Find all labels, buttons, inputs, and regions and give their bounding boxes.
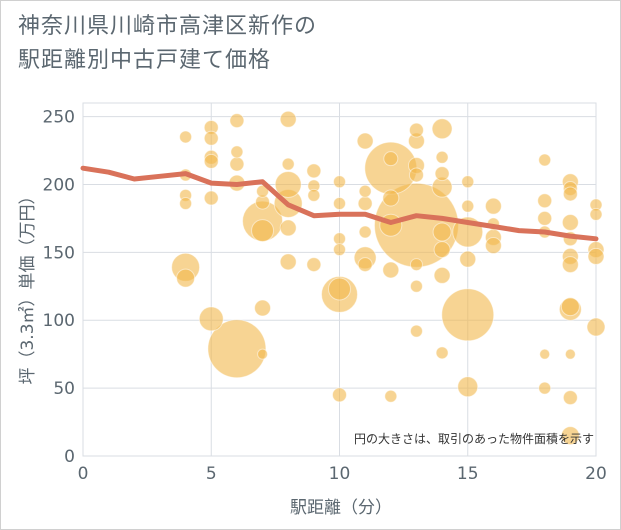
data-point: [409, 324, 423, 338]
data-point: [328, 277, 351, 301]
data-point: [459, 250, 477, 268]
data-point: [561, 213, 579, 231]
trend-line: [80, 165, 599, 242]
data-point: [333, 175, 346, 189]
y-tick-label: 250: [43, 108, 75, 128]
data-point: [409, 279, 423, 293]
data-point: [382, 189, 400, 207]
data-point: [176, 268, 196, 288]
x-tick-label: 20: [585, 464, 607, 484]
x-axis-title: 駅距離（分）: [290, 498, 392, 518]
data-point: [433, 241, 451, 259]
data-point: [306, 257, 322, 273]
title-line-1: 神奈川県川崎市高津区新作の: [18, 14, 318, 39]
y-tick-label: 100: [43, 311, 75, 331]
data-point: [281, 157, 295, 171]
data-point: [382, 261, 400, 279]
data-point: [461, 175, 475, 189]
data-point: [229, 156, 245, 172]
data-point: [179, 130, 193, 144]
data-point: [434, 166, 450, 182]
data-point: [435, 150, 449, 164]
data-point: [562, 390, 578, 406]
data-point: [586, 317, 606, 337]
data-point: [274, 170, 302, 198]
x-tick-label: 15: [457, 464, 479, 484]
data-point: [256, 184, 270, 198]
data-point: [203, 130, 219, 146]
data-point: [279, 253, 297, 271]
data-point: [560, 297, 580, 317]
data-point: [207, 319, 267, 379]
data-point: [307, 188, 321, 202]
data-point: [384, 389, 398, 403]
x-tick-label: 10: [329, 464, 351, 484]
x-axis-ticks: 0 5 10 15 20: [78, 464, 607, 484]
data-point: [432, 222, 452, 242]
data-point: [254, 299, 272, 317]
y-axis-title: 坪（3.3㎡）単価（万円）: [18, 187, 38, 384]
data-point: [230, 145, 244, 159]
data-point: [279, 110, 297, 128]
data-point: [587, 247, 605, 265]
data-point: [539, 348, 551, 360]
data-point: [589, 207, 603, 221]
data-point: [561, 256, 579, 274]
data-point: [537, 210, 553, 226]
data-point: [358, 184, 372, 198]
data-point: [306, 163, 322, 179]
x-tick-label: 5: [206, 464, 217, 484]
data-point: [358, 225, 372, 239]
data-point: [198, 306, 224, 332]
data-point: [332, 387, 347, 403]
data-point: [441, 288, 495, 342]
chart-title: 神奈川県川崎市高津区新作の 駅距離別中古戸建て価格: [18, 10, 317, 78]
data-point: [537, 193, 553, 209]
size-note: 円の大きさは、取引のあった物件面積を示す: [354, 431, 594, 446]
data-point: [408, 167, 424, 183]
data-point: [357, 257, 373, 273]
data-point: [356, 132, 374, 150]
data-point: [333, 232, 346, 246]
y-tick-label: 200: [43, 175, 75, 195]
data-point: [408, 122, 424, 138]
y-tick-label: 50: [53, 379, 75, 399]
data-point: [333, 243, 346, 257]
data-point: [560, 426, 580, 446]
data-point: [203, 153, 219, 169]
data-point: [433, 266, 451, 284]
title-line-2: 駅距離別中古戸建て価格: [18, 48, 272, 73]
data-point: [179, 196, 193, 210]
data-point: [279, 219, 297, 237]
data-point: [357, 195, 373, 211]
data-point: [457, 376, 479, 398]
data-point: [484, 237, 502, 255]
data-point: [538, 381, 552, 395]
data-point: [383, 151, 399, 167]
data-point: [333, 196, 346, 210]
data-point: [203, 190, 219, 206]
data-point: [435, 346, 449, 360]
data-point: [409, 258, 423, 272]
y-tick-label: 0: [64, 447, 75, 467]
y-tick-label: 150: [43, 243, 75, 263]
bubble-layer: [171, 110, 606, 446]
data-point: [251, 219, 275, 243]
data-point: [484, 197, 502, 215]
y-axis-ticks: 0 50 100 150 200 250: [43, 108, 75, 467]
x-tick-label: 0: [78, 464, 89, 484]
data-point: [431, 118, 453, 140]
data-point: [229, 113, 245, 129]
data-point: [538, 153, 552, 167]
data-point: [257, 348, 269, 360]
data-point: [461, 199, 475, 213]
data-point: [564, 348, 576, 360]
data-point: [562, 186, 578, 202]
